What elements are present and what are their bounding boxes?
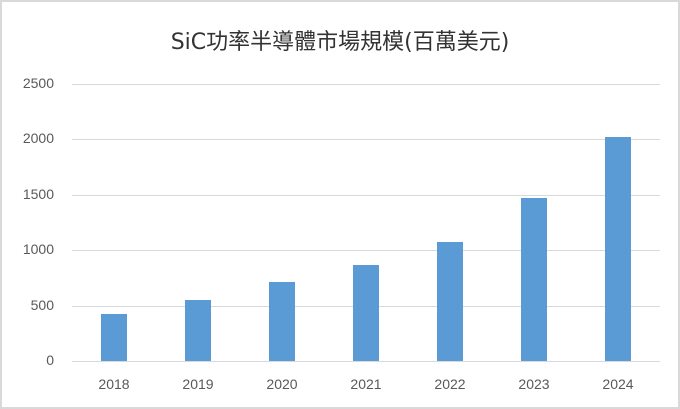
- bar-2023: [521, 198, 547, 361]
- bar-2020: [269, 281, 295, 361]
- bar-2019: [185, 299, 211, 361]
- x-tick-label: 2021: [350, 376, 382, 392]
- gridline: [72, 84, 660, 85]
- bar-2021: [353, 265, 379, 361]
- x-tick-label: 2019: [182, 376, 214, 392]
- y-tick-label: 500: [30, 296, 54, 313]
- y-tick-label: 2500: [22, 75, 54, 91]
- x-tick-label: 2024: [602, 376, 634, 392]
- y-tick-label: 0: [46, 352, 54, 368]
- bar-2018: [101, 313, 127, 361]
- y-tick-label: 1500: [22, 185, 54, 202]
- y-tick-label: 1000: [22, 241, 54, 258]
- y-tick-label: 2000: [22, 130, 54, 147]
- bar-2024: [605, 136, 631, 361]
- gridline: [72, 139, 660, 141]
- plot-area: [72, 84, 660, 362]
- gridline: [72, 361, 660, 362]
- x-tick-label: 2023: [518, 376, 550, 392]
- x-tick-label: 2018: [98, 376, 130, 392]
- chart-title: SiC功率半導體市場規模(百萬美元): [170, 30, 510, 55]
- gridline: [72, 194, 660, 196]
- bar-2022: [437, 241, 463, 361]
- x-tick-label: 2022: [434, 376, 466, 392]
- x-tick-label: 2020: [266, 376, 298, 392]
- gridline: [72, 250, 660, 252]
